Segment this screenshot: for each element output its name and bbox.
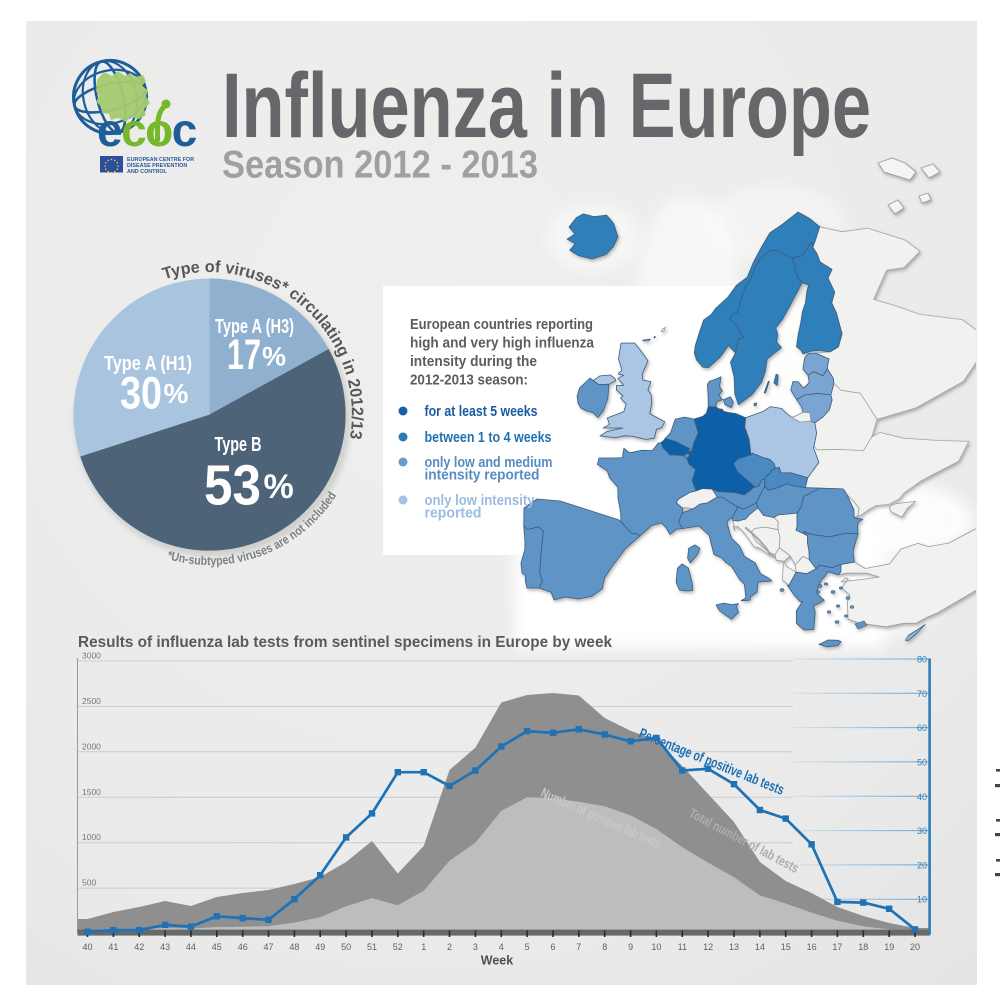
svg-text:17: 17 bbox=[832, 942, 842, 952]
svg-text:15: 15 bbox=[781, 942, 791, 952]
svg-text:%: % bbox=[262, 342, 286, 372]
svg-text:18: 18 bbox=[858, 942, 868, 952]
svg-text:49: 49 bbox=[315, 942, 325, 952]
svg-text:2012-2013 season:: 2012-2013 season: bbox=[410, 373, 528, 389]
svg-text:7: 7 bbox=[576, 942, 581, 952]
svg-text:between 1 to 4 weeks: between 1 to 4 weeks bbox=[425, 430, 552, 446]
svg-text:6: 6 bbox=[550, 942, 555, 952]
svg-text:80: 80 bbox=[917, 655, 927, 665]
svg-text:1500: 1500 bbox=[82, 787, 101, 797]
svg-text:%: % bbox=[264, 468, 294, 506]
svg-text:47: 47 bbox=[263, 942, 273, 952]
svg-text:3000: 3000 bbox=[82, 651, 101, 661]
svg-text:high and very high influenza: high and very high influenza bbox=[410, 336, 595, 352]
svg-text:Type B: Type B bbox=[215, 434, 262, 456]
svg-text:11: 11 bbox=[678, 942, 687, 952]
svg-text:European countries reporting: European countries reporting bbox=[410, 317, 593, 333]
svg-text:only low and medium: only low and medium bbox=[425, 455, 553, 471]
svg-text:1: 1 bbox=[421, 942, 426, 952]
svg-text:5: 5 bbox=[525, 942, 530, 952]
svg-text:10: 10 bbox=[651, 942, 661, 952]
svg-text:9: 9 bbox=[628, 942, 633, 952]
svg-text:14: 14 bbox=[755, 942, 765, 952]
svg-text:17: 17 bbox=[227, 331, 261, 379]
svg-text:for at least 5 weeks: for at least 5 weeks bbox=[425, 404, 538, 420]
svg-text:53: 53 bbox=[204, 454, 261, 518]
svg-text:intensity reported: intensity reported bbox=[425, 468, 540, 484]
svg-text:43: 43 bbox=[160, 942, 170, 952]
svg-text:reported: reported bbox=[425, 506, 482, 522]
svg-text:52: 52 bbox=[393, 942, 403, 952]
svg-text:48: 48 bbox=[289, 942, 299, 952]
svg-text:500: 500 bbox=[82, 878, 96, 888]
svg-text:40: 40 bbox=[82, 942, 92, 952]
svg-text:Influenza in Europe: Influenza in Europe bbox=[222, 55, 871, 157]
svg-text:12: 12 bbox=[703, 942, 713, 952]
svg-text:19: 19 bbox=[884, 942, 894, 952]
svg-text:46: 46 bbox=[238, 942, 248, 952]
svg-text:only low intensity: only low intensity bbox=[425, 493, 535, 509]
svg-text:DISEASE PREVENTION: DISEASE PREVENTION bbox=[127, 163, 187, 169]
svg-text:50: 50 bbox=[341, 942, 351, 952]
svg-text:ecoc: ecoc bbox=[97, 104, 197, 156]
svg-text:40: 40 bbox=[917, 792, 927, 802]
svg-text:16: 16 bbox=[807, 942, 817, 952]
svg-text:45: 45 bbox=[212, 942, 222, 952]
svg-text:%: % bbox=[164, 378, 189, 409]
svg-text:2500: 2500 bbox=[82, 696, 101, 706]
svg-text:13: 13 bbox=[729, 942, 739, 952]
svg-text:intensity during the: intensity during the bbox=[410, 354, 537, 370]
svg-text:3: 3 bbox=[473, 942, 478, 952]
svg-text:AND CONTROL: AND CONTROL bbox=[127, 169, 168, 175]
svg-text:EUROPEAN CENTRE FOR: EUROPEAN CENTRE FOR bbox=[127, 157, 194, 163]
svg-text:50: 50 bbox=[917, 757, 927, 767]
svg-text:30: 30 bbox=[917, 826, 927, 836]
svg-text:20: 20 bbox=[917, 860, 927, 870]
svg-text:60: 60 bbox=[917, 723, 927, 733]
svg-text:41: 41 bbox=[108, 942, 118, 952]
svg-text:44: 44 bbox=[186, 942, 196, 952]
svg-text:Type A (H1): Type A (H1) bbox=[104, 353, 192, 375]
svg-text:1000: 1000 bbox=[82, 832, 101, 842]
svg-text:Type A (H3): Type A (H3) bbox=[215, 316, 294, 338]
svg-text:8: 8 bbox=[602, 942, 607, 952]
svg-text:20: 20 bbox=[910, 942, 920, 952]
svg-text:2: 2 bbox=[447, 942, 452, 952]
svg-text:Season 2012 - 2013: Season 2012 - 2013 bbox=[222, 144, 538, 187]
svg-text:4: 4 bbox=[499, 942, 504, 952]
svg-text:70: 70 bbox=[917, 689, 927, 699]
svg-text:10: 10 bbox=[917, 895, 927, 905]
svg-text:30: 30 bbox=[120, 368, 162, 419]
svg-text:51: 51 bbox=[367, 942, 377, 952]
svg-text:Week: Week bbox=[481, 954, 513, 968]
svg-text:Results of influenza lab tests: Results of influenza lab tests from sent… bbox=[78, 634, 612, 651]
svg-text:2000: 2000 bbox=[82, 741, 101, 751]
svg-text:42: 42 bbox=[134, 942, 144, 952]
